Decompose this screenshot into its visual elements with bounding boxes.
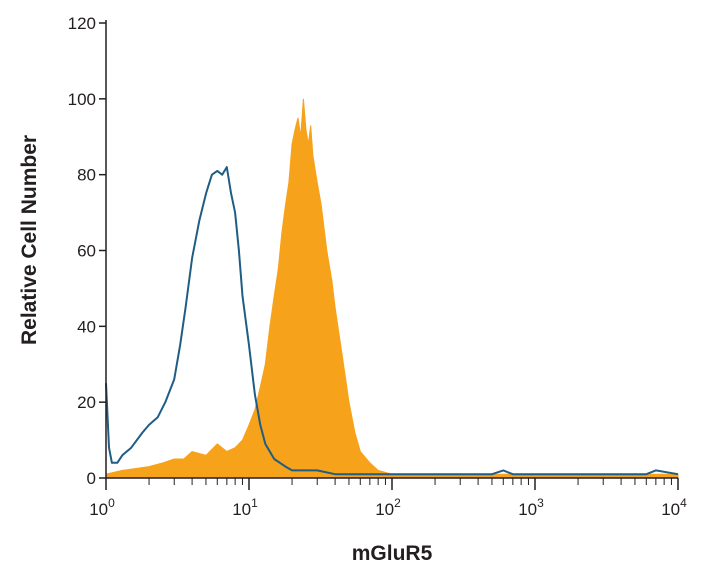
y-tick-label: 0	[87, 469, 96, 488]
y-tick-label: 40	[77, 317, 96, 336]
x-axis-title: mGluR5	[352, 542, 433, 565]
y-axis-title: Relative Cell Number	[18, 135, 41, 345]
y-tick-label: 60	[77, 242, 96, 261]
y-tick-label: 20	[77, 393, 96, 412]
axes-layer	[105, 20, 678, 479]
ticks-layer: 0 20 40 60 80 100 120 100 101 102 103 104	[68, 14, 687, 519]
x-tick-label: 102	[375, 496, 401, 519]
filled-histogram-series	[105, 98, 679, 479]
x-tick-label: 104	[661, 496, 687, 519]
x-tick-label: 101	[232, 496, 258, 519]
y-tick-label: 120	[68, 14, 96, 33]
series-layer	[105, 98, 679, 479]
y-tick-label: 80	[77, 166, 96, 185]
x-tick-label: 103	[518, 496, 544, 519]
x-tick-label: 100	[89, 496, 115, 519]
y-tick-label: 100	[68, 90, 96, 109]
outline-histogram-series	[105, 166, 679, 476]
